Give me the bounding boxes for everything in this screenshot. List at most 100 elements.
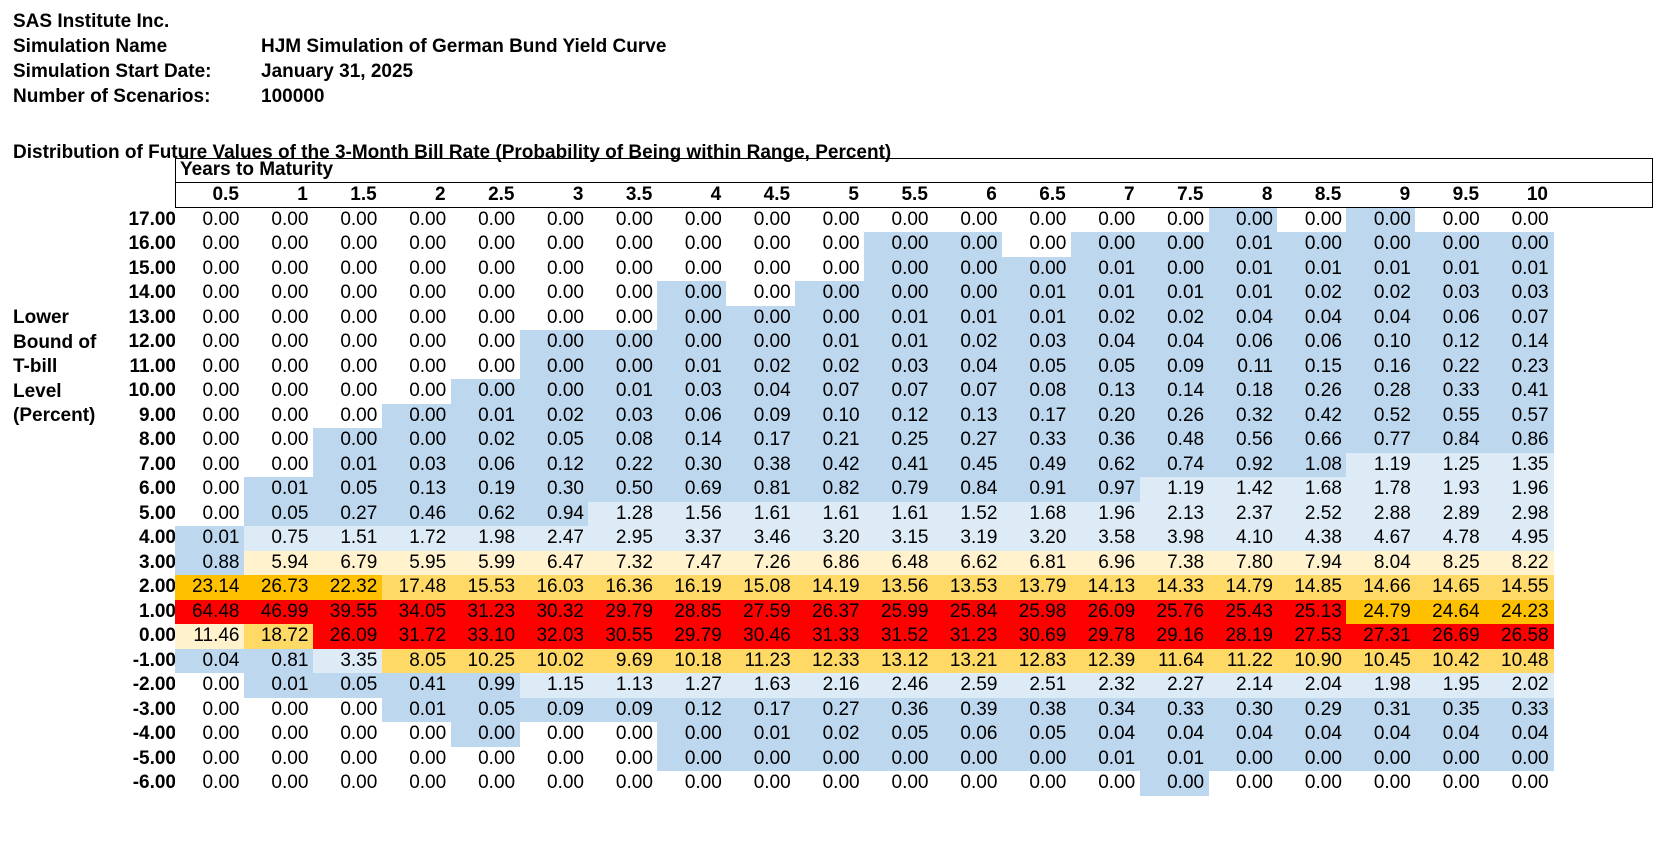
heatmap-cell: 0.05 (312, 673, 383, 698)
heatmap-cell: 0.00 (932, 281, 1003, 306)
heatmap-cell: 0.00 (1277, 771, 1347, 796)
heatmap-cell: 0.00 (1346, 232, 1416, 257)
heatmap-cell: 1.56 (657, 501, 727, 526)
heatmap-cell: 0.01 (1484, 256, 1554, 281)
heatmap-cell: 0.00 (795, 232, 865, 257)
heatmap-cell: 0.02 (450, 428, 521, 453)
heatmap-cell: 0.00 (312, 232, 383, 257)
heatmap-cell: 0.00 (1415, 746, 1485, 771)
column-header: 9 (1399, 184, 1411, 205)
heatmap-cell: 13.12 (864, 648, 934, 673)
heatmap-cell: 0.27 (312, 501, 383, 526)
heatmap-cell: 0.18 (1208, 379, 1278, 404)
heatmap-cell: 0.12 (864, 403, 934, 428)
column-header: 2 (435, 184, 446, 205)
heatmap-cell: 0.06 (1208, 330, 1278, 355)
heatmap-cell: 30.46 (726, 624, 796, 649)
heatmap-cell: 0.45 (932, 452, 1003, 477)
row-header: 7.00 (139, 453, 176, 475)
heatmap-cell: 27.59 (726, 599, 796, 624)
heatmap-cell: 29.16 (1139, 624, 1210, 649)
simulation-name-row: Simulation Name HJM Simulation of German… (13, 35, 666, 59)
heatmap-cell: 0.00 (588, 232, 658, 257)
heatmap-cell: 0.74 (1139, 452, 1210, 477)
heatmap-cell: 0.20 (1070, 403, 1141, 428)
heatmap-cell: 0.03 (588, 403, 658, 428)
heatmap-cell: 3.98 (1139, 526, 1210, 551)
company-name: SAS Institute Inc. (13, 11, 170, 32)
heatmap-cell: 3.35 (312, 648, 383, 673)
row-header: -6.00 (132, 772, 176, 793)
heatmap-cell: 0.00 (1277, 232, 1347, 257)
heatmap-cell: 0.07 (932, 379, 1003, 404)
heatmap-cell: 0.00 (312, 281, 383, 306)
heatmap-cell: 6.79 (312, 550, 383, 575)
heatmap-cell: 0.06 (450, 452, 521, 477)
heatmap-cell: 6.47 (519, 550, 589, 575)
heatmap-cell: 14.66 (1346, 575, 1416, 600)
heatmap-cell: 0.00 (381, 256, 452, 281)
heatmap-cell: 0.32 (1208, 403, 1278, 428)
heatmap-cell: 0.00 (450, 256, 521, 281)
heatmap-cell: 0.14 (657, 428, 727, 453)
heatmap-cell: 0.02 (519, 403, 589, 428)
heatmap-cell: 12.39 (1070, 648, 1141, 673)
column-header: 1 (297, 184, 308, 205)
heatmap-cell: 0.00 (1139, 232, 1210, 257)
heatmap-cell: 0.08 (1001, 379, 1072, 404)
heatmap-cell: 0.00 (1139, 771, 1210, 796)
heatmap-cell: 4.10 (1208, 526, 1278, 551)
heatmap-cell: 0.02 (795, 354, 865, 379)
heatmap-cell: 0.03 (864, 354, 934, 379)
heatmap-cell: 0.00 (243, 428, 314, 453)
heatmap-cell: 0.22 (588, 452, 658, 477)
heatmap-cell: 1.15 (519, 673, 589, 698)
heatmap-cell: 0.00 (312, 403, 383, 428)
heatmap-cell: 0.28 (1346, 379, 1416, 404)
heatmap-cell: 1.93 (1415, 477, 1485, 502)
heatmap-cell: 0.00 (450, 354, 521, 379)
heatmap-cell: 0.00 (243, 722, 314, 747)
heatmap-cell: 0.00 (175, 207, 245, 232)
heatmap-cell: 0.01 (381, 697, 452, 722)
heatmap-cell: 0.00 (243, 746, 314, 771)
heatmap-cell: 0.22 (1415, 354, 1485, 379)
heatmap-cell: 0.00 (175, 232, 245, 257)
heatmap-cell: 0.41 (381, 673, 452, 698)
heatmap-cell: 0.00 (864, 232, 934, 257)
heatmap-cell: 0.00 (312, 722, 383, 747)
heatmap-cell: 0.00 (795, 746, 865, 771)
heatmap-cell: 14.85 (1277, 575, 1347, 600)
column-header: 2.5 (488, 184, 515, 205)
heatmap-cell: 0.00 (175, 256, 245, 281)
heatmap-cell: 3.37 (657, 526, 727, 551)
heatmap-cell: 10.42 (1415, 648, 1485, 673)
row-header: -2.00 (132, 674, 176, 695)
heatmap-cell: 10.48 (1484, 648, 1554, 673)
heatmap-cell: 24.64 (1415, 599, 1485, 624)
heatmap-cell: 0.26 (1139, 403, 1210, 428)
heatmap-cell: 0.01 (1139, 281, 1210, 306)
heatmap-cell: 2.46 (864, 673, 934, 698)
heatmap-cell: 0.00 (1001, 207, 1072, 232)
heatmap-cell: 0.13 (932, 403, 1003, 428)
heatmap-cell: 3.20 (1001, 526, 1072, 551)
heatmap-cell: 0.09 (726, 403, 796, 428)
row-header: 13.00 (128, 306, 176, 328)
heatmap-cell: 0.00 (175, 452, 245, 477)
heatmap-cell: 26.37 (795, 599, 865, 624)
heatmap-cell: 1.95 (1415, 673, 1485, 698)
heatmap-cell: 31.23 (932, 624, 1003, 649)
heatmap-cell: 0.00 (1001, 771, 1072, 796)
heatmap-cell: 1.96 (1484, 477, 1554, 502)
heatmap-cell: 0.00 (1415, 207, 1485, 232)
heatmap-cell: 0.00 (175, 281, 245, 306)
heatmap-cell: 24.79 (1346, 599, 1416, 624)
heatmap-cell: 23.14 (175, 575, 245, 600)
row-header: 10.00 (128, 380, 176, 401)
row-axis-label-line: (Percent) (13, 405, 96, 426)
heatmap-cell: 0.33 (1484, 697, 1554, 722)
heatmap-cell: 4.38 (1277, 526, 1347, 551)
heatmap-cell: 0.00 (381, 305, 452, 330)
scenarios-value: 100000 (261, 86, 325, 107)
